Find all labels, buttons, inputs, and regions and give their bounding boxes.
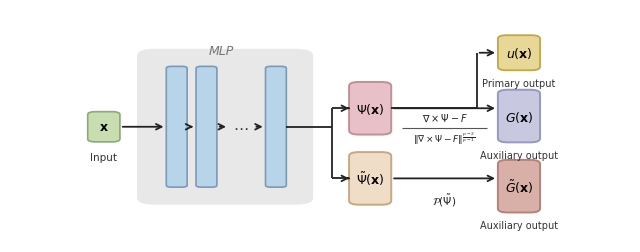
Text: MLP: MLP <box>209 44 234 57</box>
Text: Input: Input <box>90 152 117 162</box>
FancyBboxPatch shape <box>196 67 217 187</box>
Text: $\nabla \times \Psi - F$: $\nabla \times \Psi - F$ <box>422 112 467 123</box>
Text: $u(\mathbf{x})$: $u(\mathbf{x})$ <box>506 46 532 61</box>
FancyBboxPatch shape <box>498 90 540 143</box>
Text: Primary output: Primary output <box>483 79 556 89</box>
Text: $\cdots$: $\cdots$ <box>234 120 249 135</box>
Text: $G(\mathbf{x})$: $G(\mathbf{x})$ <box>505 109 533 124</box>
Text: Auxiliary output: Auxiliary output <box>480 220 558 230</box>
FancyBboxPatch shape <box>137 50 313 205</box>
Text: $\mathbf{x}$: $\mathbf{x}$ <box>99 121 109 134</box>
FancyBboxPatch shape <box>349 83 391 135</box>
Text: Auxiliary output: Auxiliary output <box>480 150 558 161</box>
FancyBboxPatch shape <box>166 67 187 187</box>
Text: $\Psi(\mathbf{x})$: $\Psi(\mathbf{x})$ <box>356 101 385 116</box>
FancyBboxPatch shape <box>498 36 540 71</box>
FancyBboxPatch shape <box>88 112 120 142</box>
Text: $\mathcal{P}(\tilde{\Psi})$: $\mathcal{P}(\tilde{\Psi})$ <box>433 192 457 208</box>
FancyBboxPatch shape <box>498 160 540 213</box>
Text: $\tilde{G}(\mathbf{x})$: $\tilde{G}(\mathbf{x})$ <box>505 178 533 195</box>
FancyBboxPatch shape <box>266 67 286 187</box>
Text: $\|\nabla \times \Psi - F\|^{\frac{p-2}{p-1}}$: $\|\nabla \times \Psi - F\|^{\frac{p-2}{… <box>413 130 476 147</box>
Text: $\tilde{\Psi}(\mathbf{x})$: $\tilde{\Psi}(\mathbf{x})$ <box>356 170 385 187</box>
FancyBboxPatch shape <box>349 152 391 205</box>
